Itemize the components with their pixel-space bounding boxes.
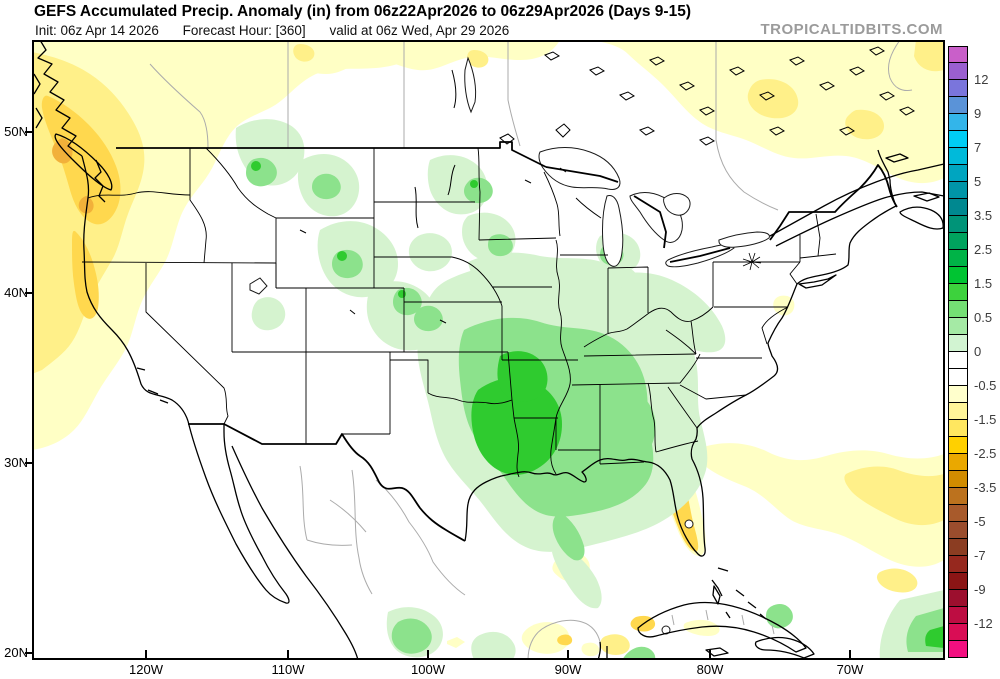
colorbar-cell	[948, 250, 968, 267]
colorbar-tick-label: -0.5	[974, 378, 997, 393]
colorbar-cell	[948, 386, 968, 403]
colorbar-tick-label: 5	[974, 174, 982, 189]
colorbar-cell	[948, 403, 968, 420]
colorbar-cell	[948, 216, 968, 233]
lon-label: 80W	[696, 662, 724, 677]
colorbar-tick-label: -9	[974, 582, 986, 597]
colorbar-tick-label: -2.5	[974, 446, 997, 461]
colorbar-tick-label: -3.5	[974, 480, 997, 495]
lon-tick	[849, 650, 851, 658]
colorbar-cell	[948, 556, 968, 573]
colorbar-cell	[948, 624, 968, 641]
colorbar-cell	[948, 233, 968, 250]
colorbar-cell	[948, 539, 968, 556]
colorbar-tick-label: 2.5	[974, 242, 993, 257]
colorbar-cell	[948, 182, 968, 199]
map-frame	[32, 40, 945, 660]
init-text: Init: 06z Apr 14 2026	[35, 23, 159, 38]
watermark: TROPICALTIDBITS.COM	[760, 21, 943, 38]
colorbar-cell	[948, 471, 968, 488]
colorbar-cell	[948, 369, 968, 386]
colorbar-tick-label: 1.5	[974, 276, 993, 291]
lat-label: 30N	[4, 455, 28, 470]
colorbar-cell	[948, 335, 968, 352]
coastline	[33, 40, 945, 660]
colorbar-cell	[948, 318, 968, 335]
colorbar-tick-label: 12	[974, 72, 989, 87]
colorbar-cell	[948, 97, 968, 114]
colorbar-cell	[948, 131, 968, 148]
colorbar-tick-label: -12	[974, 616, 993, 631]
colorbar-cell	[948, 352, 968, 369]
lon-tick	[427, 650, 429, 658]
lat-tick	[25, 652, 33, 654]
ray-marker	[742, 252, 762, 271]
map-canvas	[32, 40, 945, 660]
shading-amber	[52, 138, 94, 214]
colorbar-tick-label: -7	[974, 548, 986, 563]
colorbar-tick-label: 0	[974, 344, 982, 359]
colorbar-cell	[948, 454, 968, 471]
colorbar-cell	[948, 573, 968, 590]
lon-label: 120W	[129, 662, 163, 677]
lon-label: 90W	[554, 662, 582, 677]
lon-label: 100W	[411, 662, 445, 677]
colorbar-cell	[948, 488, 968, 505]
shading-green-bright	[251, 161, 944, 648]
colorbar-cell	[948, 437, 968, 454]
lat-label: 40N	[4, 285, 28, 300]
colorbar-cell	[948, 114, 968, 131]
colorbar-cell	[948, 267, 968, 284]
lat-label: 50N	[4, 124, 28, 139]
lat-label: 20N	[4, 645, 28, 660]
colorbar-cell	[948, 46, 968, 63]
colorbar-cell	[948, 301, 968, 318]
lat-tick	[25, 462, 33, 464]
colorbar-cell	[948, 284, 968, 301]
colorbar-tick-label: 3.5	[974, 208, 993, 223]
colorbar-tick-label: 9	[974, 106, 982, 121]
colorbar-cell	[948, 641, 968, 658]
lat-tick	[25, 131, 33, 133]
lon-tick	[709, 650, 711, 658]
great-lakes	[249, 56, 770, 635]
colorbar-cell	[948, 420, 968, 437]
lon-label: 110W	[271, 662, 305, 677]
lon-tick	[567, 650, 569, 658]
state-borders	[81, 147, 837, 478]
lon-tick	[145, 650, 147, 658]
colorbar-tick-label: 7	[974, 140, 982, 155]
colorbar-cell	[948, 522, 968, 539]
colorbar-cell	[948, 505, 968, 522]
colorbar-tick-label: -1.5	[974, 412, 997, 427]
page-title: GEFS Accumulated Precip. Anomaly (in) fr…	[34, 3, 691, 20]
colorbar	[948, 46, 968, 658]
colorbar-cell	[948, 199, 968, 216]
valid-time-text: valid at 06z Wed, Apr 29 2026	[329, 23, 510, 38]
lat-tick	[25, 292, 33, 294]
colorbar-cell	[948, 165, 968, 182]
colorbar-cell	[948, 148, 968, 165]
colorbar-cell	[948, 63, 968, 80]
forecast-hour-text: Forecast Hour: [360]	[182, 23, 306, 38]
colorbar-tick-label: 0.5	[974, 310, 993, 325]
lon-tick	[287, 650, 289, 658]
colorbar-cell	[948, 80, 968, 97]
colorbar-cell	[948, 607, 968, 624]
init-line: Init: 06z Apr 14 2026 Forecast Hour: [36…	[35, 23, 529, 38]
colorbar-cell	[948, 590, 968, 607]
lon-label: 70W	[836, 662, 864, 677]
colorbar-tick-label: -5	[974, 514, 986, 529]
international-borders	[116, 141, 898, 542]
small-lakes	[299, 46, 915, 324]
